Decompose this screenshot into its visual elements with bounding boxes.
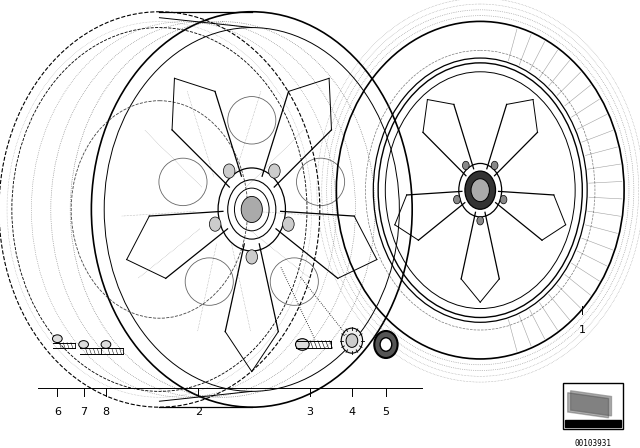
Polygon shape (568, 393, 609, 418)
Ellipse shape (283, 217, 294, 231)
Ellipse shape (209, 217, 221, 231)
Text: 5: 5 (383, 407, 389, 417)
Ellipse shape (374, 331, 397, 358)
Ellipse shape (79, 340, 88, 349)
Text: 2: 2 (195, 407, 202, 417)
Ellipse shape (223, 164, 235, 178)
Text: 00103931: 00103931 (575, 439, 611, 448)
Ellipse shape (101, 340, 111, 349)
Polygon shape (565, 420, 621, 427)
Ellipse shape (52, 335, 62, 343)
Text: 1: 1 (579, 325, 586, 335)
Ellipse shape (465, 171, 495, 209)
Text: 3: 3 (307, 407, 314, 417)
Text: 7: 7 (80, 407, 87, 417)
Ellipse shape (471, 179, 490, 202)
Polygon shape (571, 391, 611, 416)
Text: 8: 8 (102, 407, 109, 417)
Ellipse shape (296, 339, 309, 350)
Ellipse shape (380, 338, 392, 351)
Ellipse shape (463, 161, 469, 170)
Ellipse shape (454, 195, 460, 204)
Ellipse shape (346, 334, 358, 347)
Bar (563, 383, 623, 429)
Ellipse shape (241, 196, 262, 223)
Ellipse shape (269, 164, 280, 178)
Ellipse shape (246, 250, 257, 264)
Ellipse shape (477, 216, 484, 225)
Ellipse shape (492, 161, 498, 170)
Text: 4: 4 (348, 407, 355, 417)
Text: 6: 6 (54, 407, 61, 417)
Ellipse shape (500, 195, 507, 204)
Ellipse shape (341, 328, 363, 353)
